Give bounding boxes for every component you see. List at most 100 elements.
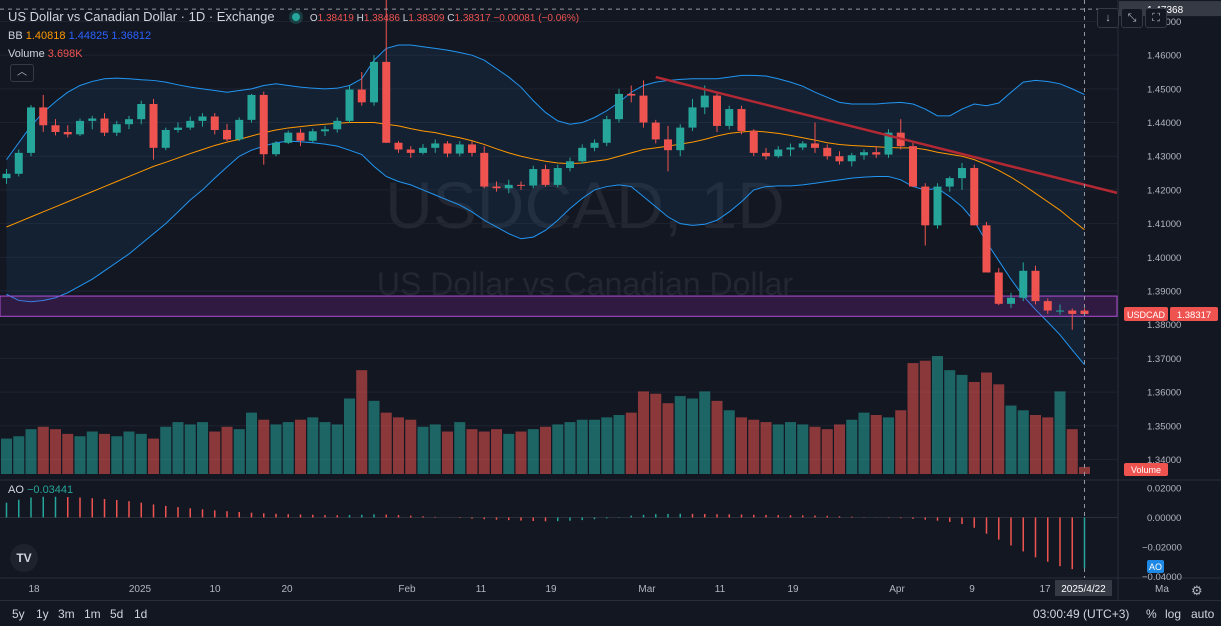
candle-body: [63, 131, 72, 135]
bb-basis-line: [6, 122, 1085, 231]
candle-body: [958, 168, 966, 179]
collapse-pane-icon[interactable]: ⤡: [1121, 8, 1143, 28]
maximize-pane-icon[interactable]: ⛶: [1145, 8, 1167, 28]
range-5d[interactable]: 5d: [110, 607, 124, 621]
price-tick-label: 1.40000: [1147, 253, 1181, 264]
candle-body: [198, 116, 207, 121]
candle-body: [872, 152, 881, 155]
close-value: 1.38317: [454, 13, 491, 24]
volume-bar: [466, 429, 478, 474]
time-tick-label: 2025: [129, 584, 152, 595]
volume-bar: [956, 374, 968, 474]
volume-bar: [233, 429, 245, 474]
volume-bar: [172, 422, 184, 474]
volume-bar: [368, 400, 380, 474]
candle-body: [725, 109, 734, 126]
volume-bar: [699, 391, 711, 474]
candle-body: [100, 118, 109, 133]
price-tick-label: 1.34000: [1147, 455, 1181, 466]
volume-bar: [932, 356, 943, 474]
candle-body: [308, 131, 317, 141]
last-price-tag: [1170, 307, 1218, 322]
range-5y[interactable]: 5y: [12, 607, 25, 621]
bb-upper-line: [6, 44, 1085, 160]
time-tick-label: 11: [476, 584, 487, 595]
volume-bar: [589, 419, 600, 474]
volume-bar: [650, 393, 662, 474]
crosshair-date-tag: [1055, 580, 1112, 596]
ao-legend[interactable]: AO −0.03441: [8, 484, 74, 496]
range-1m[interactable]: 1m: [84, 607, 101, 621]
volume-legend[interactable]: Volume 3.698K: [8, 48, 83, 60]
volume-bar: [1054, 391, 1066, 474]
candle-body: [994, 272, 1003, 304]
percent-toggle[interactable]: %: [1146, 607, 1157, 621]
candle-body: [431, 143, 440, 148]
volume-bar: [846, 419, 858, 474]
bb-legend[interactable]: BB 1.40818 1.44825 1.36812: [8, 30, 152, 42]
candle-body: [627, 93, 636, 96]
symbol-tag-label: USDCAD: [1127, 310, 1166, 320]
candle-body: [737, 109, 746, 131]
volume-bar: [907, 363, 919, 474]
volume-tag-label: Volume: [1131, 465, 1161, 475]
candle-body: [468, 144, 476, 153]
volume-bar: [858, 412, 870, 474]
volume-bar: [184, 424, 196, 474]
range-1d[interactable]: 1d: [134, 607, 148, 621]
clock-time[interactable]: 03:00:49 (UTC+3): [1033, 607, 1130, 621]
range-1y[interactable]: 1y: [36, 607, 49, 621]
candle-body: [235, 119, 244, 140]
volume-bar: [123, 431, 135, 474]
candle-body: [284, 132, 293, 143]
candle-body: [1019, 270, 1028, 298]
collapse-legend-button[interactable]: ︿: [10, 64, 34, 82]
range-3m[interactable]: 3m: [58, 607, 75, 621]
volume-bar: [576, 419, 588, 474]
time-tick-label: Feb: [398, 584, 416, 595]
ao-tag-label: AO: [1149, 562, 1162, 572]
chart-header: US Dollar vs Canadian Dollar · 1D · Exch…: [8, 10, 579, 26]
candle-body: [774, 149, 783, 157]
candle-body: [382, 61, 391, 143]
volume-bar: [1066, 429, 1078, 474]
price-tick-label: 1.46000: [1147, 51, 1181, 62]
candle-body: [749, 130, 758, 153]
candle-body: [259, 94, 268, 155]
candle-body: [615, 93, 623, 120]
volume-bar: [148, 438, 159, 474]
volume-bar: [197, 422, 208, 474]
ao-value: −0.03441: [26, 484, 74, 496]
volume-bar: [454, 422, 466, 474]
candle-body: [345, 89, 354, 121]
candle-body: [112, 124, 121, 133]
volume-bar: [37, 426, 49, 474]
candle-body: [149, 104, 158, 148]
candle-body: [860, 152, 868, 156]
volume-bar: [834, 424, 845, 474]
candle-body: [713, 95, 721, 126]
symbol-title[interactable]: US Dollar vs Canadian Dollar · 1D · Exch…: [8, 9, 275, 24]
volume-bar: [295, 419, 306, 474]
volume-bar: [748, 419, 760, 474]
volume-tag: [1124, 463, 1168, 476]
volume-bar: [62, 433, 74, 474]
candle-body: [51, 125, 60, 132]
candle-body: [602, 119, 611, 143]
volume-bar: [307, 417, 319, 474]
move-down-icon[interactable]: ↓: [1097, 8, 1119, 28]
auto-toggle[interactable]: auto: [1191, 607, 1215, 621]
volume-bar: [503, 433, 515, 474]
bb-lower-value: 1.36812: [111, 30, 152, 42]
last-price-label: 1.38317: [1177, 310, 1211, 321]
volume-bar: [540, 426, 551, 474]
settings-gear-icon[interactable]: ⚙: [1191, 583, 1203, 598]
candle-body: [884, 132, 893, 155]
log-toggle[interactable]: log: [1165, 607, 1182, 621]
ao-tag: [1147, 560, 1164, 573]
volume-bar: [527, 429, 539, 474]
volume-bar: [772, 424, 784, 474]
candle-body: [14, 152, 23, 174]
volume-bar: [564, 422, 576, 474]
